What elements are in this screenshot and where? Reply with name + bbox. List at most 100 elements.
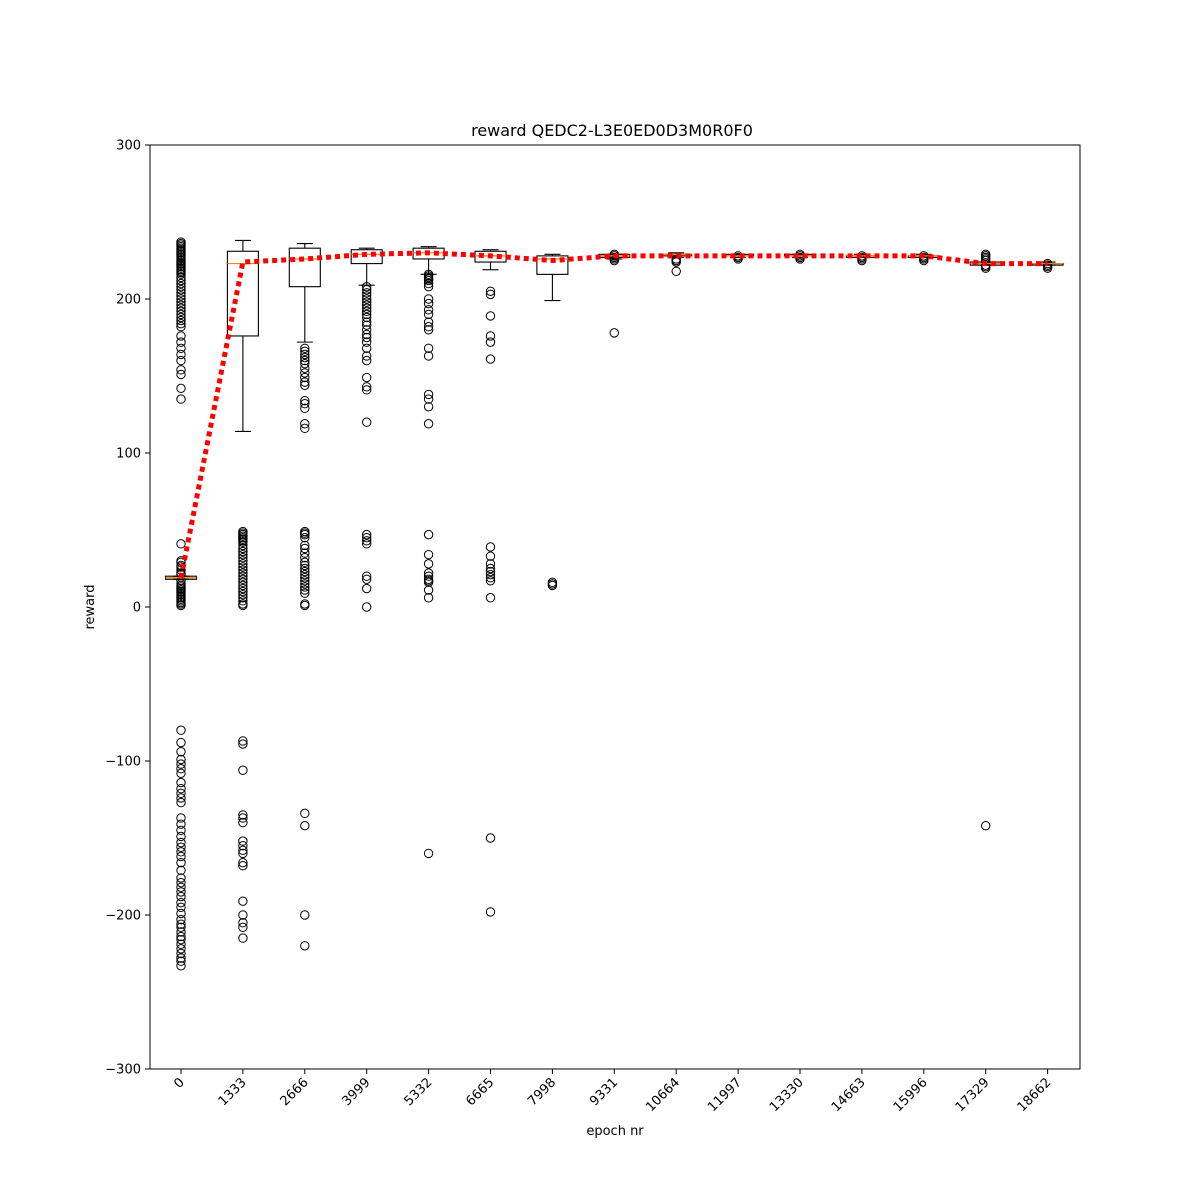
flier-point xyxy=(176,842,186,852)
flier-point xyxy=(176,394,186,404)
flier-point xyxy=(300,808,310,819)
flier-point xyxy=(300,343,310,353)
flier-point xyxy=(238,559,248,569)
flier-point xyxy=(423,419,434,429)
flier-point xyxy=(176,281,186,292)
flier-point xyxy=(485,337,496,347)
flier-point xyxy=(176,914,186,925)
flier-point xyxy=(238,817,248,828)
flier-point xyxy=(300,910,310,920)
flier-point xyxy=(176,944,186,954)
flier-point xyxy=(423,281,434,292)
flier-point xyxy=(362,294,372,304)
flier-point xyxy=(176,600,186,611)
flier-point xyxy=(423,571,434,581)
flier-point xyxy=(362,351,372,361)
flier-point xyxy=(423,549,434,560)
flier-point xyxy=(423,325,434,335)
flier-point xyxy=(300,576,310,586)
flier-point xyxy=(176,764,186,774)
flier-point xyxy=(238,765,248,775)
flier-point xyxy=(300,820,310,831)
box-2666 xyxy=(288,243,321,951)
flier-point xyxy=(423,298,434,309)
flier-point xyxy=(485,286,496,296)
flier-point xyxy=(300,346,310,357)
flier-point xyxy=(300,588,310,598)
flier-point xyxy=(300,399,310,409)
flier-point xyxy=(238,589,248,600)
flier-point xyxy=(362,329,372,340)
flier-point xyxy=(176,865,186,876)
flier-point xyxy=(423,529,434,540)
flier-point xyxy=(423,848,434,859)
flier-point xyxy=(176,285,186,295)
flier-point xyxy=(485,833,496,843)
y-tick-label: −200 xyxy=(105,909,141,924)
flier-point xyxy=(176,887,186,897)
flier-point xyxy=(485,289,496,300)
flier-point xyxy=(238,910,248,920)
flier-point xyxy=(176,847,186,857)
flier-point xyxy=(547,580,558,591)
flier-point xyxy=(362,325,372,335)
flier-point xyxy=(300,557,310,568)
y-tick-label: −300 xyxy=(105,1063,141,1078)
flier-point xyxy=(176,312,186,323)
flier-point xyxy=(485,542,496,552)
flier-point xyxy=(176,369,186,380)
flier-point xyxy=(176,882,186,892)
box-3999 xyxy=(350,247,383,612)
y-tick-label: 300 xyxy=(116,139,141,154)
flier-point xyxy=(176,343,186,353)
flier-point xyxy=(300,355,310,366)
flier-point xyxy=(362,574,372,584)
flier-point xyxy=(176,768,186,779)
flier-point xyxy=(176,877,186,888)
flier-point xyxy=(238,577,248,588)
flier-point xyxy=(423,402,434,412)
flier-point xyxy=(362,317,372,327)
flier-point xyxy=(300,569,310,580)
flier-point xyxy=(362,343,372,353)
flier-point xyxy=(362,417,372,427)
flier-point xyxy=(176,349,186,360)
flier-point xyxy=(176,322,186,332)
flier-point xyxy=(176,831,186,842)
flier-point xyxy=(362,382,372,392)
flier-point xyxy=(300,560,310,571)
flier-point xyxy=(362,291,372,301)
box-iqr xyxy=(226,250,259,337)
flier-point xyxy=(362,303,372,313)
flier-point xyxy=(176,754,186,765)
flier-point xyxy=(423,317,434,327)
flier-point xyxy=(981,820,991,831)
flier-point xyxy=(238,813,248,823)
flier-point xyxy=(485,566,496,577)
flier-point xyxy=(176,278,186,289)
flier-point xyxy=(176,857,186,868)
flier-point xyxy=(423,585,434,595)
flier-point xyxy=(423,389,434,400)
flier-point xyxy=(423,568,434,578)
flier-point xyxy=(362,355,372,366)
flier-point xyxy=(238,845,248,856)
flier-point xyxy=(176,813,186,823)
flier-point xyxy=(300,377,310,387)
flier-point xyxy=(176,737,186,748)
flier-point xyxy=(238,546,248,557)
flier-point xyxy=(300,941,310,951)
flier-point xyxy=(176,934,186,945)
flier-point xyxy=(176,759,186,769)
flier-point xyxy=(300,349,310,360)
flier-point xyxy=(176,306,186,317)
flier-point xyxy=(176,956,186,966)
flier-point xyxy=(176,300,186,310)
flier-point xyxy=(423,278,434,289)
flier-point xyxy=(176,365,186,375)
flier-point xyxy=(176,272,186,283)
flier-point xyxy=(176,269,186,280)
flier-point xyxy=(238,810,248,820)
